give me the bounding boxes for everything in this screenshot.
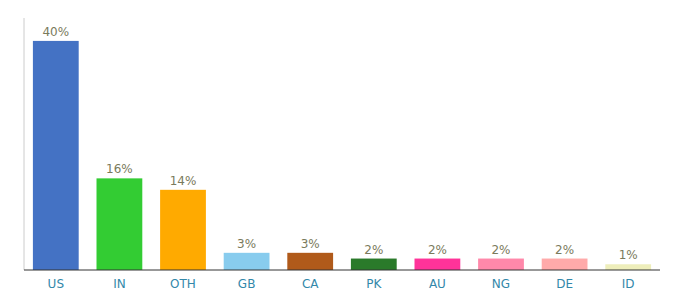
- data-label: 16%: [106, 162, 133, 176]
- chart-svg: 40% 16% 14% 3% 3% 2% 2% 2% 2% 1% US IN OTH GB CA PK AU NG…: [0, 0, 680, 300]
- x-tick-label: CA: [302, 277, 319, 291]
- data-label: 2%: [428, 243, 447, 257]
- data-label: 2%: [555, 243, 574, 257]
- bar: [605, 264, 651, 270]
- x-tick-label: OTH: [170, 277, 196, 291]
- data-label: 3%: [237, 237, 256, 251]
- data-label: 40%: [42, 25, 69, 39]
- x-tick-label: PK: [366, 277, 382, 291]
- data-label: 1%: [619, 248, 638, 262]
- x-tick-label: IN: [113, 277, 126, 291]
- x-tick-label: GB: [238, 277, 256, 291]
- data-labels: 40% 16% 14% 3% 3% 2% 2% 2% 2% 1%: [42, 25, 637, 262]
- data-label: 14%: [170, 174, 197, 188]
- x-tick-label: ID: [622, 277, 635, 291]
- data-label: 2%: [491, 243, 510, 257]
- bar: [33, 41, 79, 270]
- x-tick-label: DE: [556, 277, 573, 291]
- x-tick-label: NG: [492, 277, 510, 291]
- x-tick-label: US: [48, 277, 64, 291]
- bar: [160, 190, 206, 270]
- data-label: 3%: [301, 237, 320, 251]
- bar: [287, 253, 333, 270]
- bar: [542, 259, 588, 270]
- chart-container: 40% 16% 14% 3% 3% 2% 2% 2% 2% 1% US IN OTH GB CA PK AU NG…: [0, 0, 680, 300]
- bar: [478, 259, 524, 270]
- data-label: 2%: [364, 243, 383, 257]
- bars: [33, 41, 651, 270]
- x-axis-line: [24, 270, 660, 271]
- page: {"chart_data": {"type": "bar", "categori…: [0, 0, 680, 300]
- bar: [224, 253, 270, 270]
- x-tick-labels: US IN OTH GB CA PK AU NG DE ID: [48, 277, 635, 291]
- y-axis-line: [24, 18, 25, 270]
- bar: [415, 259, 461, 270]
- x-tick-label: AU: [429, 277, 446, 291]
- bar: [97, 178, 143, 270]
- bar: [351, 259, 397, 270]
